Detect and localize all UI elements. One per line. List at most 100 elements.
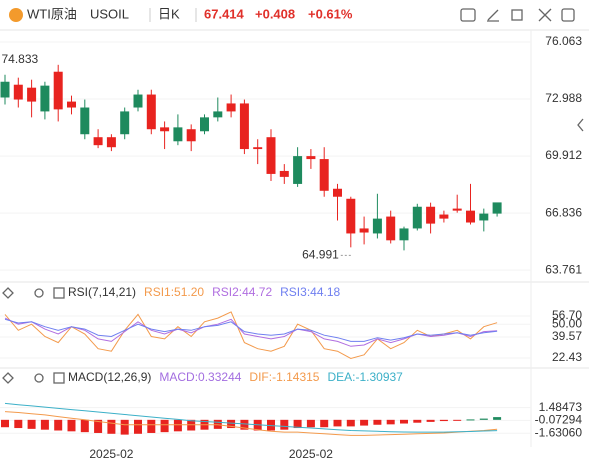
legend-entry: DIF:-1.14315 — [249, 370, 319, 384]
macd-bar — [306, 419, 315, 428]
rsi-settings[interactable] — [34, 288, 44, 298]
candle-body — [67, 101, 76, 108]
draw-button[interactable] — [487, 9, 499, 22]
indicator-line — [4, 318, 498, 342]
candle-body — [80, 107, 90, 135]
indicator-button[interactable] — [460, 8, 476, 22]
candle-body — [452, 208, 462, 211]
macd-bar — [134, 419, 142, 434]
candle-body — [386, 216, 396, 241]
candle-body — [359, 228, 369, 233]
macd-bar — [426, 419, 435, 422]
candle-body — [120, 111, 130, 135]
window-button[interactable] — [561, 8, 575, 22]
macd-bar — [80, 419, 89, 433]
candle-body — [106, 137, 116, 148]
macd-icon[interactable] — [2, 372, 14, 384]
macd-bar — [373, 419, 382, 425]
y-tick-label: 50.00 — [552, 316, 582, 330]
macd-bar — [293, 419, 302, 429]
legend-entry: RSI3:44.18 — [280, 285, 340, 299]
candle-body — [40, 85, 50, 112]
rsi-icon[interactable] — [2, 287, 14, 299]
y-tick-label: 63.761 — [545, 262, 582, 276]
candle-body — [293, 156, 303, 184]
indicator-line — [4, 402, 498, 433]
candle-body — [346, 198, 356, 234]
macd-toggle[interactable] — [53, 372, 65, 384]
y-tick-label: 72.988 — [545, 91, 582, 105]
macd-bar — [54, 419, 63, 431]
x-tick-label: 2025-02 — [89, 447, 133, 461]
indicator-title: MACD(12,26,9) — [68, 370, 151, 384]
candle-body — [279, 170, 289, 177]
macd-bar — [386, 419, 395, 425]
macd-bar — [400, 419, 408, 424]
candle-body — [13, 84, 23, 100]
symbol-title[interactable]: WTI原油 — [27, 6, 77, 21]
indicator-line — [4, 411, 498, 436]
rsi-toggle[interactable] — [53, 287, 65, 299]
candle-body — [253, 147, 263, 150]
candle-body — [479, 213, 489, 221]
macd-bar — [160, 419, 169, 433]
candle-body — [226, 103, 236, 112]
symbol-icon — [9, 8, 23, 22]
candle-body — [0, 81, 10, 98]
macd-settings[interactable] — [34, 373, 44, 383]
indicator-line — [4, 311, 498, 360]
y-tick-label: 69.912 — [545, 148, 582, 162]
x-tick-label: 2025-02 — [289, 447, 333, 461]
candle-body — [173, 127, 183, 142]
macd-bar — [493, 417, 502, 420]
candle-body — [93, 137, 103, 146]
y-tick-label: 39.57 — [552, 329, 582, 343]
macd-bar — [94, 419, 103, 433]
candle-body — [146, 94, 156, 130]
macd-bar — [466, 419, 475, 421]
y-tick-label: 56.70 — [552, 308, 582, 322]
macd-bar — [67, 419, 76, 432]
candle-body — [306, 156, 316, 160]
macd-bar — [240, 419, 249, 430]
macd-bar — [14, 419, 23, 429]
price-change: +0.408 — [255, 6, 295, 21]
y-tick-label: 76.063 — [545, 34, 582, 48]
collapse-arrow[interactable] — [577, 118, 584, 132]
macd-bar — [280, 419, 289, 430]
macd-bar — [413, 419, 422, 423]
candle-body — [333, 188, 342, 197]
candle-body — [200, 117, 209, 132]
macd-bar — [360, 419, 369, 426]
macd-bar — [27, 419, 36, 429]
candle-body — [213, 111, 223, 118]
macd-bar — [120, 419, 129, 435]
candle-body — [439, 214, 449, 219]
candle-body — [266, 137, 276, 174]
macd-bar — [333, 419, 342, 427]
candle-body — [53, 71, 63, 110]
legend-entry: RSI1:51.20 — [144, 285, 204, 299]
symbol-code: USOIL — [90, 6, 129, 21]
macd-bar — [479, 418, 488, 420]
interval[interactable]: 日K — [158, 6, 180, 21]
candle-body — [239, 103, 249, 150]
candle-body — [160, 127, 170, 132]
legend-entry: MACD:0.33244 — [159, 370, 241, 384]
fullscreen-button[interactable] — [538, 8, 552, 22]
legend-entry: DEA:-1.30937 — [327, 370, 403, 384]
min-price-label: 64.991 — [302, 248, 339, 262]
macd-bar — [453, 419, 462, 421]
candle-body — [133, 94, 143, 108]
y-tick-label: 1.48473 — [539, 400, 583, 414]
candle-body — [426, 206, 436, 224]
macd-bar — [107, 419, 116, 434]
settings-button[interactable] — [511, 9, 523, 21]
candle-body — [27, 87, 37, 102]
last-price: 67.414 — [204, 6, 245, 21]
candle-body — [492, 202, 502, 214]
macd-bar — [227, 419, 236, 429]
candle-body — [186, 129, 196, 142]
candle-body — [412, 206, 422, 229]
